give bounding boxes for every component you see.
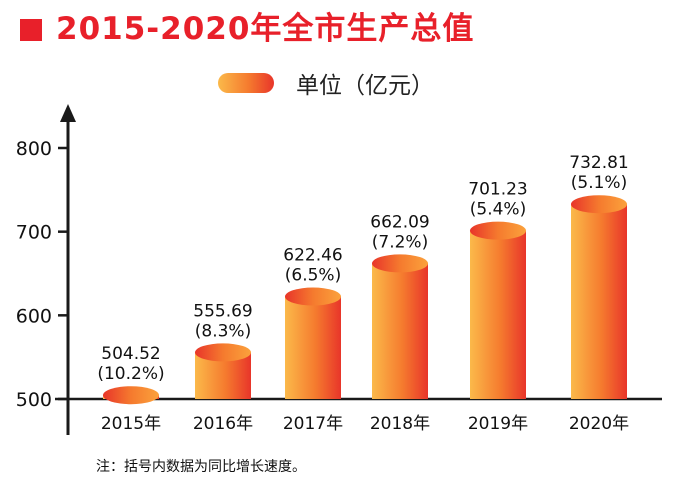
chart-title: 2015-2020年全市生产总值 [56,11,475,47]
y-tick-label: 500 [16,389,52,411]
bar-cap [372,254,428,273]
value-label: 504.52 [101,344,160,364]
value-label: 555.69 [193,301,252,321]
growth-label: (5.1%) [571,173,627,193]
bar-cap [103,386,159,405]
bars [103,195,627,405]
growth-label: (8.3%) [195,321,251,341]
legend-swatch [218,73,274,93]
category-label: 2017年 [283,414,343,434]
y-tick-label: 600 [16,305,52,327]
value-label: 662.09 [370,212,429,232]
growth-label: (6.5%) [285,266,341,286]
value-label: 701.23 [468,180,527,200]
footnote: 注：括号内数据为同比增长速度。 [96,459,306,475]
chart-title-block: 2015-2020年全市生产总值 [20,14,474,45]
growth-label: (7.2%) [372,232,428,252]
growth-label: (5.4%) [470,200,526,220]
data-labels: 504.52(10.2%) 2015年 555.69(8.3%) 2016年 622.4… [97,153,629,434]
y-tick-label: 800 [16,138,52,160]
category-label: 2019年 [468,414,528,434]
legend: 单位（亿元） [218,66,434,100]
bar-cap [571,195,627,214]
category-label: 2018年 [370,414,430,434]
category-label: 2015年 [101,414,161,434]
value-label: 622.46 [283,246,342,266]
category-label: 2020年 [569,414,629,434]
bar-cap [285,287,341,306]
title-marker [20,18,42,41]
value-label: 732.81 [569,153,628,173]
bar [470,230,526,399]
bar-cap [195,343,251,362]
axes: 500 600 700 800 [16,104,662,435]
y-tick-label: 700 [16,222,52,244]
category-label: 2016年 [193,414,253,434]
legend-label: 单位（亿元） [296,73,434,99]
bar-cap [470,221,526,240]
bar [372,263,428,399]
bar [571,204,627,399]
bar [285,296,341,399]
y-axis-arrow [60,104,76,122]
growth-label: (10.2%) [97,364,164,384]
